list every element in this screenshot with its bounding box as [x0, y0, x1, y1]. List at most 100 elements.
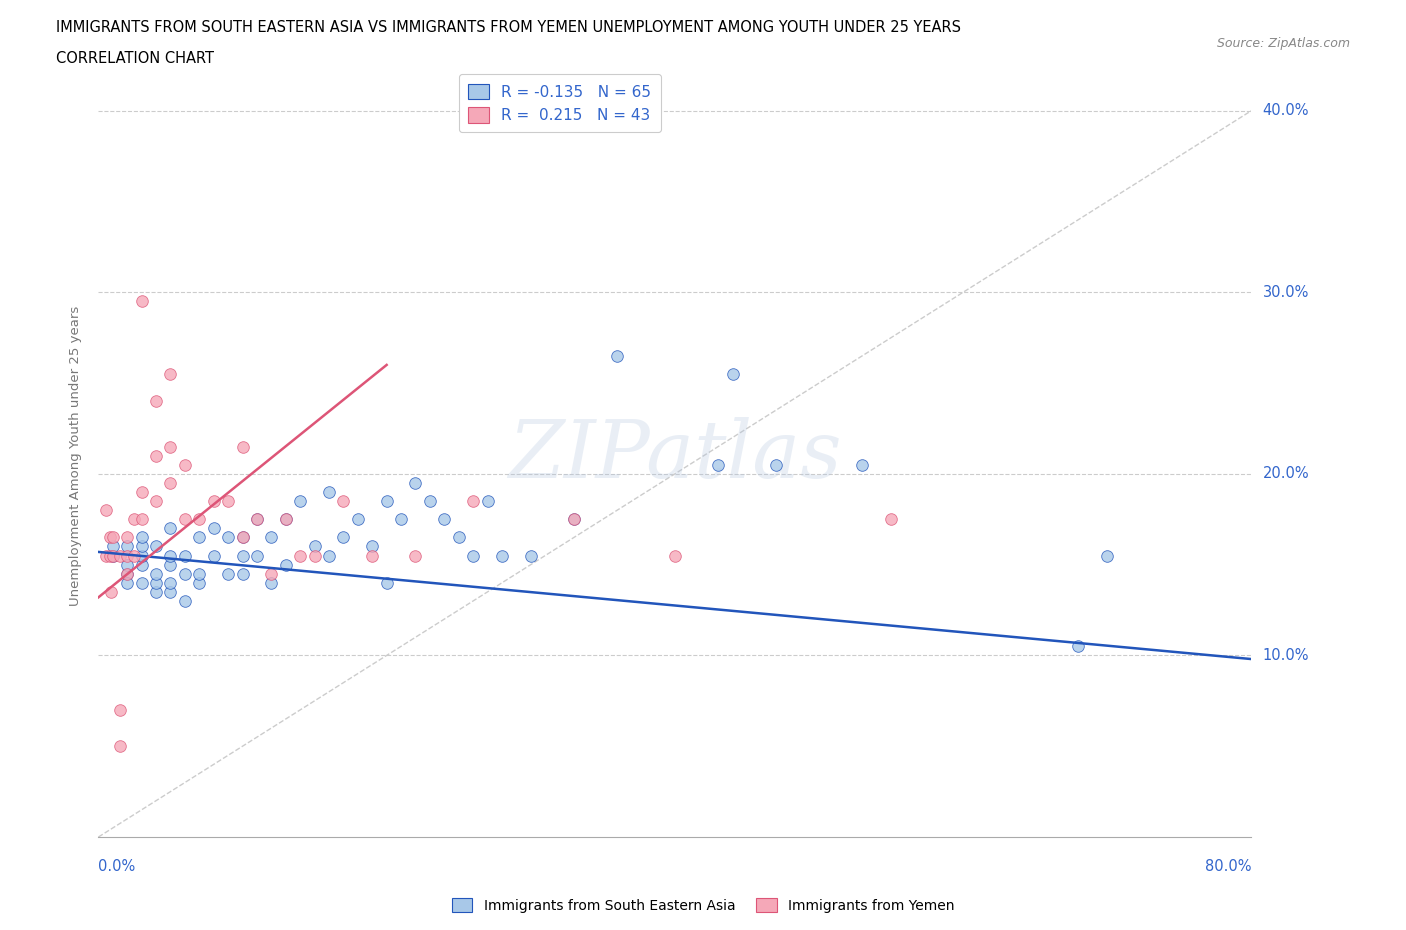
- Point: [98, 530, 121, 545]
- Point: [217, 494, 239, 509]
- Point: [101, 548, 124, 563]
- Y-axis label: Unemployment Among Youth under 25 years: Unemployment Among Youth under 25 years: [69, 306, 82, 605]
- Point: [1097, 548, 1119, 563]
- Point: [124, 548, 146, 563]
- Point: [117, 566, 138, 581]
- Point: [260, 566, 283, 581]
- Point: [117, 557, 138, 572]
- Point: [389, 512, 412, 526]
- Point: [260, 576, 283, 591]
- Point: [117, 539, 138, 554]
- Point: [477, 494, 499, 509]
- Point: [765, 458, 787, 472]
- Point: [145, 448, 167, 463]
- Point: [562, 512, 585, 526]
- Point: [664, 548, 686, 563]
- Text: 80.0%: 80.0%: [1205, 859, 1251, 874]
- Point: [217, 566, 239, 581]
- Point: [101, 530, 124, 545]
- Point: [491, 548, 513, 563]
- Point: [707, 458, 730, 472]
- Point: [290, 494, 312, 509]
- Point: [101, 548, 124, 563]
- Point: [346, 512, 368, 526]
- Point: [433, 512, 456, 526]
- Point: [159, 521, 181, 536]
- Point: [274, 512, 297, 526]
- Point: [108, 738, 131, 753]
- Point: [188, 512, 211, 526]
- Point: [447, 530, 470, 545]
- Point: [375, 576, 398, 591]
- Point: [117, 566, 138, 581]
- Text: 20.0%: 20.0%: [1263, 466, 1309, 482]
- Point: [332, 494, 354, 509]
- Text: Source: ZipAtlas.com: Source: ZipAtlas.com: [1216, 37, 1350, 50]
- Point: [304, 548, 326, 563]
- Point: [562, 512, 585, 526]
- Point: [202, 548, 225, 563]
- Point: [188, 576, 211, 591]
- Point: [174, 593, 197, 608]
- Point: [159, 557, 181, 572]
- Text: 30.0%: 30.0%: [1263, 285, 1309, 299]
- Point: [188, 530, 211, 545]
- Point: [101, 539, 124, 554]
- Point: [131, 548, 153, 563]
- Point: [174, 512, 197, 526]
- Point: [174, 566, 197, 581]
- Point: [231, 530, 254, 545]
- Point: [145, 494, 167, 509]
- Point: [108, 548, 131, 563]
- Point: [131, 512, 153, 526]
- Point: [145, 566, 167, 581]
- Point: [117, 530, 138, 545]
- Point: [231, 566, 254, 581]
- Point: [145, 584, 167, 599]
- Point: [405, 548, 427, 563]
- Point: [145, 393, 167, 408]
- Point: [304, 539, 326, 554]
- Point: [188, 566, 211, 581]
- Point: [231, 530, 254, 545]
- Point: [131, 557, 153, 572]
- Point: [131, 530, 153, 545]
- Point: [145, 539, 167, 554]
- Point: [332, 530, 354, 545]
- Point: [131, 485, 153, 499]
- Point: [721, 366, 744, 381]
- Point: [274, 557, 297, 572]
- Text: 10.0%: 10.0%: [1263, 648, 1309, 663]
- Point: [217, 530, 239, 545]
- Point: [131, 576, 153, 591]
- Text: 40.0%: 40.0%: [1263, 103, 1309, 118]
- Point: [520, 548, 543, 563]
- Point: [231, 548, 254, 563]
- Point: [202, 521, 225, 536]
- Point: [117, 548, 138, 563]
- Legend: R = -0.135   N = 65, R =  0.215   N = 43: R = -0.135 N = 65, R = 0.215 N = 43: [458, 74, 661, 132]
- Point: [274, 512, 297, 526]
- Point: [159, 576, 181, 591]
- Point: [124, 512, 146, 526]
- Point: [375, 494, 398, 509]
- Point: [108, 702, 131, 717]
- Point: [606, 349, 628, 364]
- Point: [117, 576, 138, 591]
- Text: CORRELATION CHART: CORRELATION CHART: [56, 51, 214, 66]
- Point: [419, 494, 441, 509]
- Point: [290, 548, 312, 563]
- Point: [361, 539, 384, 554]
- Point: [100, 584, 122, 599]
- Point: [159, 366, 181, 381]
- Point: [159, 475, 181, 490]
- Point: [202, 494, 225, 509]
- Point: [246, 512, 269, 526]
- Point: [851, 458, 873, 472]
- Point: [131, 539, 153, 554]
- Point: [94, 548, 117, 563]
- Point: [880, 512, 903, 526]
- Point: [461, 548, 484, 563]
- Text: ZIPatlas: ZIPatlas: [508, 417, 842, 495]
- Text: IMMIGRANTS FROM SOUTH EASTERN ASIA VS IMMIGRANTS FROM YEMEN UNEMPLOYMENT AMONG Y: IMMIGRANTS FROM SOUTH EASTERN ASIA VS IM…: [56, 20, 962, 35]
